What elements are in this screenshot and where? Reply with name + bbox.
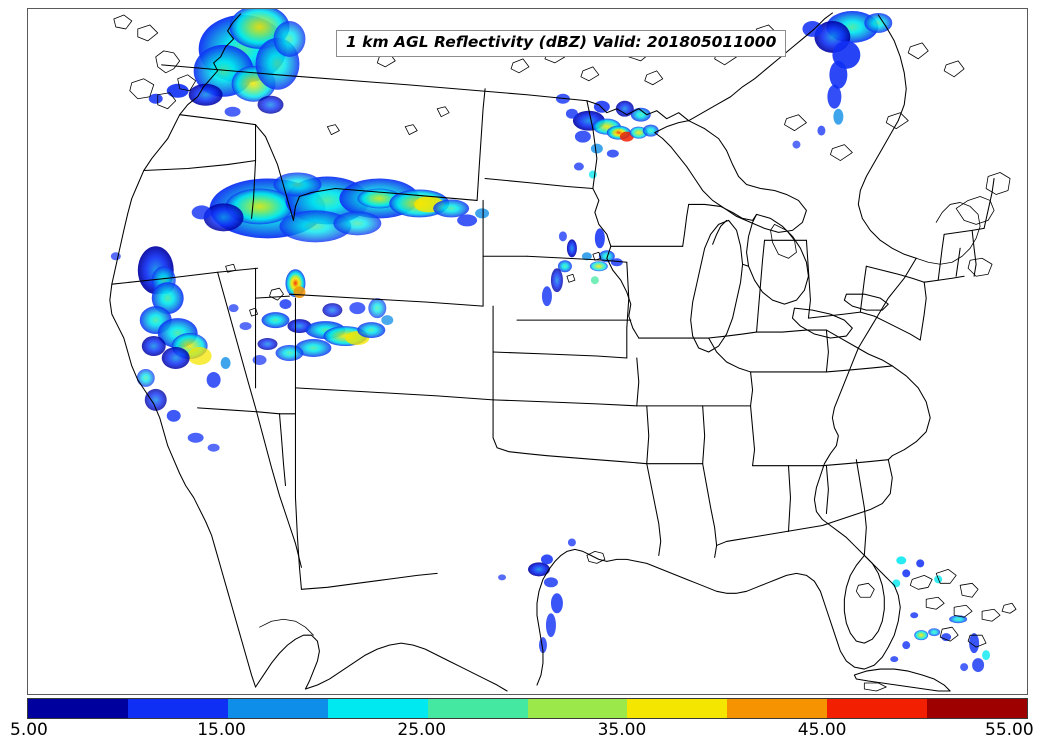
echo-great-basin-rockies bbox=[228, 269, 394, 365]
map-canvas bbox=[109, 9, 1017, 692]
colorbar-tick-55: 55.00 bbox=[985, 720, 1034, 740]
colorbar-band-cyan bbox=[327, 699, 428, 718]
colorbar-band-blue bbox=[127, 699, 228, 718]
colorbar-band-yellow-green bbox=[527, 699, 628, 718]
echo-northern-ontario bbox=[792, 10, 893, 149]
colorbar-tick-35: 35.00 bbox=[597, 720, 647, 740]
colorbar-tick-45: 45.00 bbox=[797, 720, 847, 740]
echo-sierra-nevada bbox=[110, 246, 231, 452]
colorbar-band-azure bbox=[227, 699, 328, 718]
colorbar-tick-5: 5.00 bbox=[10, 720, 48, 740]
colorbar[interactable] bbox=[27, 698, 1028, 719]
geography-layer bbox=[109, 12, 1017, 692]
radar-echo-layer bbox=[110, 9, 991, 673]
echo-northern-rockies bbox=[148, 9, 306, 117]
colorbar-band-red-orange bbox=[827, 699, 928, 718]
plot-title-text: 1 km AGL Reflectivity (dBZ) Valid: 20180… bbox=[346, 33, 777, 51]
colorbar-band-navy bbox=[28, 699, 128, 718]
map-panel[interactable]: 1 km AGL Reflectivity (dBZ) Valid: 20180… bbox=[27, 8, 1028, 695]
echo-northern-plains bbox=[541, 228, 623, 307]
echo-snake-river-band bbox=[191, 172, 490, 243]
colorbar-tick-25: 25.00 bbox=[397, 720, 447, 740]
colorbar-band-yellow bbox=[627, 699, 728, 718]
echo-florida-caribbean bbox=[890, 556, 991, 673]
colorbar-band-dark-red bbox=[927, 699, 1028, 718]
colorbar-tick-15: 15.00 bbox=[197, 720, 246, 740]
colorbar-band-spring-green bbox=[427, 699, 528, 718]
echo-texas-coast bbox=[498, 538, 576, 654]
plot-title-box: 1 km AGL Reflectivity (dBZ) Valid: 20180… bbox=[336, 30, 787, 57]
echo-upper-midwest bbox=[555, 93, 659, 179]
colorbar-band-orange bbox=[727, 699, 828, 718]
colorbar-tick-labels: 5.00 15.00 25.00 35.00 45.00 55.00 bbox=[0, 720, 1060, 745]
